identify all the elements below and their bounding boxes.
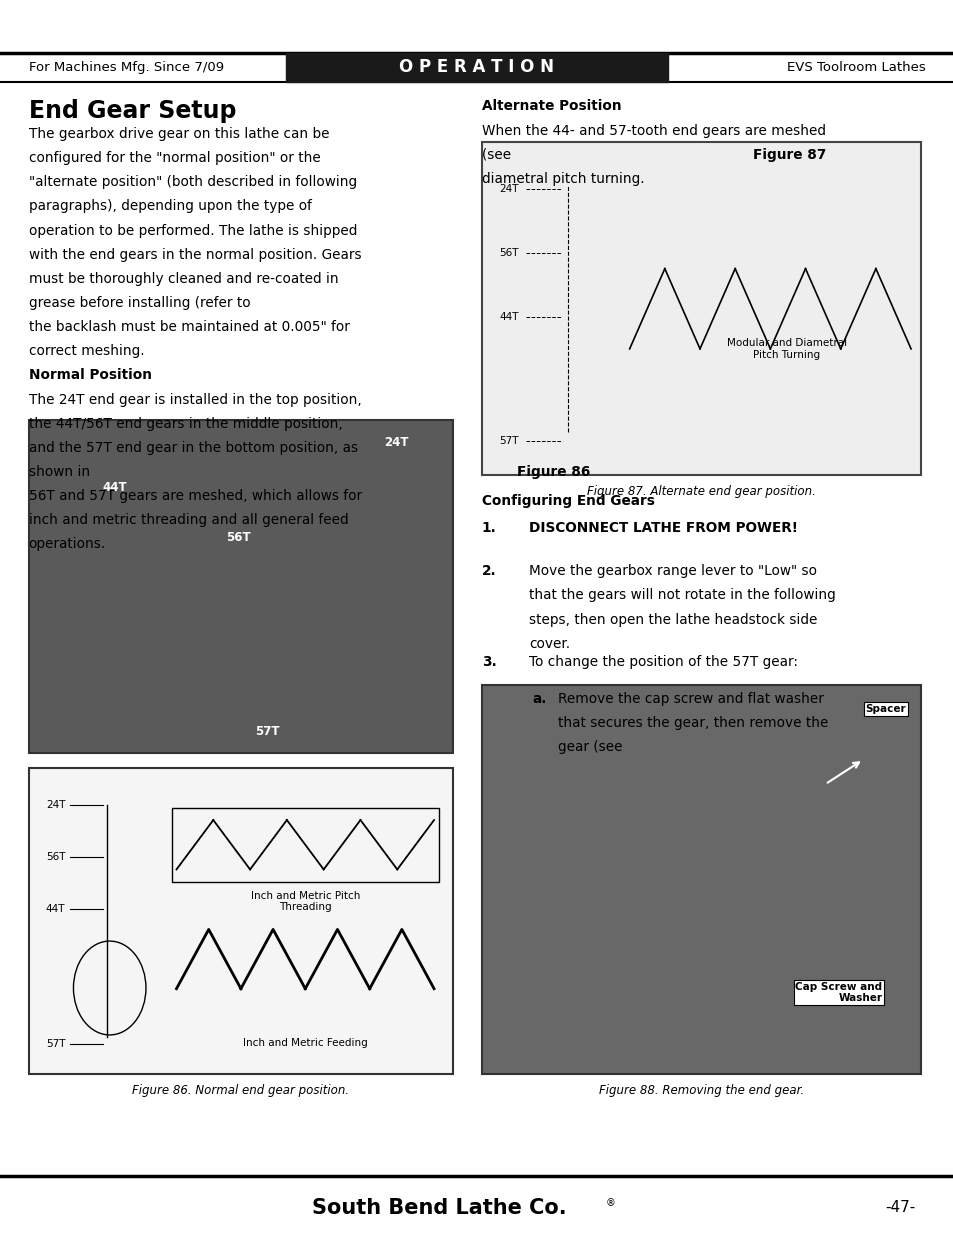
Text: 24T: 24T <box>383 436 408 448</box>
Text: steps, then open the lathe headstock side: steps, then open the lathe headstock sid… <box>529 613 817 626</box>
Text: 56T: 56T <box>46 852 65 862</box>
Text: 57T: 57T <box>46 1039 65 1049</box>
Text: cover.: cover. <box>529 637 570 651</box>
Text: inch and metric threading and all general feed: inch and metric threading and all genera… <box>29 513 348 527</box>
Text: Move the gearbox range lever to "Low" so: Move the gearbox range lever to "Low" so <box>529 564 817 578</box>
Text: 56T: 56T <box>498 248 517 258</box>
Text: that the gears will not rotate in the following: that the gears will not rotate in the fo… <box>529 588 836 603</box>
Text: The 24T end gear is installed in the top position,: The 24T end gear is installed in the top… <box>29 393 361 406</box>
Text: that secures the gear, then remove the: that secures the gear, then remove the <box>558 716 827 730</box>
Text: configured for the "normal position" or the: configured for the "normal position" or … <box>29 151 320 165</box>
Text: grease before installing (refer to: grease before installing (refer to <box>29 295 254 310</box>
Text: 3.: 3. <box>481 655 496 668</box>
Text: End Gear Setup: End Gear Setup <box>29 99 236 122</box>
Text: -47-: -47- <box>884 1200 915 1215</box>
Text: Inch and Metric Feeding: Inch and Metric Feeding <box>243 1037 367 1047</box>
Text: 57T: 57T <box>498 436 517 446</box>
Bar <box>481 142 920 475</box>
Text: O P E R A T I O N: O P E R A T I O N <box>399 58 554 77</box>
Text: 56T and 57T gears are meshed, which allows for: 56T and 57T gears are meshed, which allo… <box>29 489 361 503</box>
Text: 2.: 2. <box>481 564 496 578</box>
Text: Remove the cap screw and flat washer: Remove the cap screw and flat washer <box>558 692 823 705</box>
Text: 57T: 57T <box>254 725 279 737</box>
Text: South Bend Lathe Co.: South Bend Lathe Co. <box>312 1198 565 1218</box>
Text: Inch and Metric Pitch
Threading: Inch and Metric Pitch Threading <box>251 890 359 913</box>
Bar <box>172 808 438 882</box>
Text: the backlash must be maintained at 0.005" for: the backlash must be maintained at 0.005… <box>29 320 349 333</box>
Text: When the 44- and 57-tooth end gears are meshed: When the 44- and 57-tooth end gears are … <box>481 124 825 137</box>
Text: Figure 87. Alternate end gear position.: Figure 87. Alternate end gear position. <box>586 485 815 499</box>
Text: The gearbox drive gear on this lathe can be: The gearbox drive gear on this lathe can… <box>29 127 329 141</box>
Text: Spacer: Spacer <box>864 704 905 714</box>
Text: correct meshing.: correct meshing. <box>29 343 144 358</box>
Text: Alternate Position: Alternate Position <box>481 99 620 112</box>
Text: operation to be performed. The lathe is shipped: operation to be performed. The lathe is … <box>29 224 356 237</box>
Bar <box>29 768 453 1074</box>
Text: the 44T/56T end gears in the middle position,: the 44T/56T end gears in the middle posi… <box>29 416 342 431</box>
Text: Figure 87: Figure 87 <box>752 148 825 162</box>
Bar <box>481 685 920 1074</box>
Text: Configuring End Gears: Configuring End Gears <box>481 494 654 508</box>
Text: 44T: 44T <box>102 482 127 494</box>
Text: For Machines Mfg. Since 7/09: For Machines Mfg. Since 7/09 <box>29 61 224 74</box>
Text: 56T: 56T <box>226 531 251 543</box>
Text: 24T: 24T <box>498 184 517 194</box>
Text: shown in: shown in <box>29 464 94 479</box>
Text: DISCONNECT LATHE FROM POWER!: DISCONNECT LATHE FROM POWER! <box>529 521 798 535</box>
Text: and the 57T end gear in the bottom position, as: and the 57T end gear in the bottom posit… <box>29 441 357 454</box>
Bar <box>286 53 667 82</box>
Text: operations.: operations. <box>29 537 106 551</box>
Bar <box>29 420 453 753</box>
Text: 44T: 44T <box>498 312 517 322</box>
Text: a.: a. <box>532 692 546 705</box>
Text: (see: (see <box>481 148 515 162</box>
Text: 44T: 44T <box>46 904 65 914</box>
Text: must be thoroughly cleaned and re-coated in: must be thoroughly cleaned and re-coated… <box>29 272 338 285</box>
Text: paragraphs), depending upon the type of: paragraphs), depending upon the type of <box>29 199 312 214</box>
Text: gear (see: gear (see <box>558 740 626 753</box>
Text: 24T: 24T <box>46 800 65 810</box>
Text: ®: ® <box>605 1198 615 1208</box>
Text: with the end gears in the normal position. Gears: with the end gears in the normal positio… <box>29 247 361 262</box>
Text: "alternate position" (both described in following: "alternate position" (both described in … <box>29 175 356 189</box>
Text: Figure 88. Removing the end gear.: Figure 88. Removing the end gear. <box>598 1084 803 1098</box>
Text: EVS Toolroom Lathes: EVS Toolroom Lathes <box>786 61 924 74</box>
Text: Normal Position: Normal Position <box>29 368 152 382</box>
Text: diametral pitch turning.: diametral pitch turning. <box>481 172 643 185</box>
Text: Modular and Diametral
Pitch Turning: Modular and Diametral Pitch Turning <box>726 338 846 359</box>
Text: Cap Screw and
Washer: Cap Screw and Washer <box>795 982 882 1003</box>
Text: Figure 86. Normal end gear position.: Figure 86. Normal end gear position. <box>132 1084 349 1098</box>
Text: Figure 86: Figure 86 <box>517 464 589 479</box>
Text: 1.: 1. <box>481 521 496 535</box>
Text: To change the position of the 57T gear:: To change the position of the 57T gear: <box>529 655 798 668</box>
